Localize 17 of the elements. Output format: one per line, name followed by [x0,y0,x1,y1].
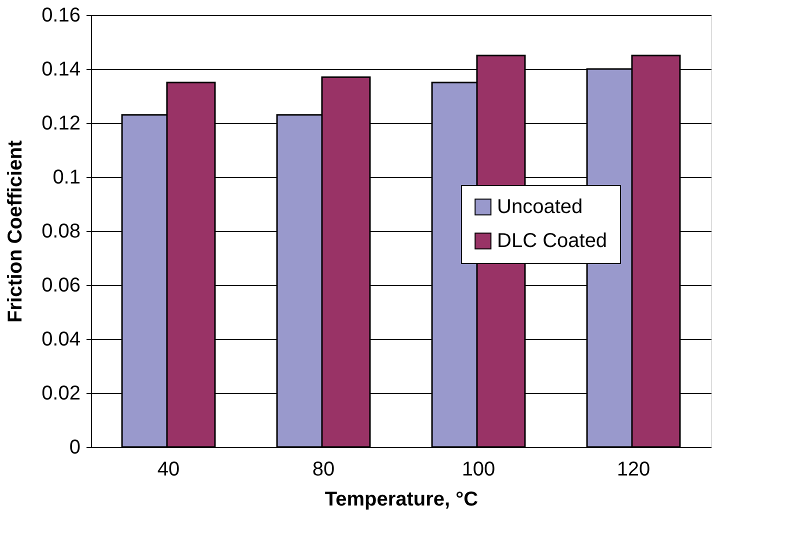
y-tick-label: 0 [69,436,80,458]
x-tick-label: 40 [157,458,180,480]
x-tick-label: 100 [462,458,496,480]
y-tick-label: 0.16 [42,4,80,26]
x-tick-label: 120 [616,458,650,480]
y-tick-label: 0.12 [42,112,80,134]
y-tick-label: 0.06 [42,274,80,296]
x-tick-label: 80 [312,458,335,480]
legend-label: DLC Coated [497,230,608,252]
x-axis-title: Temperature, °C [324,488,478,510]
legend-label: Uncoated [497,196,583,218]
y-tick-label: 0.08 [42,220,80,242]
y-axis-title: Friction Coefficient [4,140,27,323]
y-tick-label: 0.02 [42,382,80,404]
y-tick-label: 0.14 [42,58,80,80]
y-tick-label: 0.1 [52,166,80,188]
y-tick-label: 0.04 [42,328,80,350]
